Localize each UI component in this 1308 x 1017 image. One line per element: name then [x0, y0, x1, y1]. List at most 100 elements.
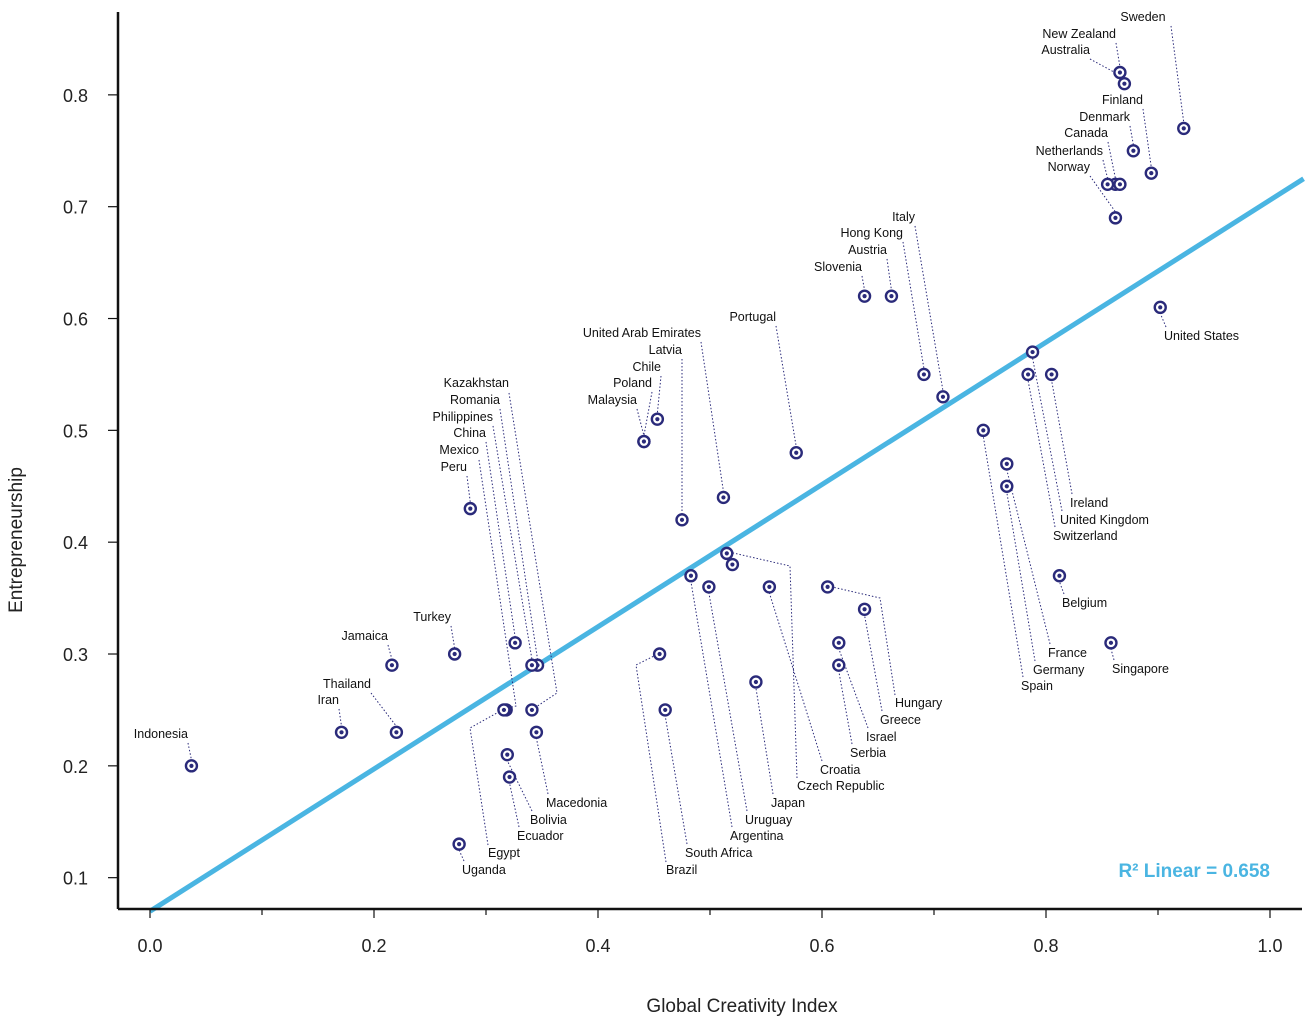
data-point: [389, 725, 404, 739]
country-label: Germany: [1033, 663, 1085, 677]
leader-line: [1129, 125, 1134, 145]
country-label: Japan: [771, 796, 805, 810]
leader-line: [728, 551, 798, 779]
data-point: [525, 703, 539, 717]
data-point: [1113, 65, 1127, 80]
data-point: [716, 490, 731, 505]
data-point-dot: [529, 663, 535, 668]
leader-line: [864, 615, 883, 712]
data-point-dot: [389, 663, 395, 668]
x-tick-label: 0.6: [809, 936, 834, 956]
data-point: [652, 647, 667, 661]
data-point: [637, 434, 651, 449]
leader-line: [1027, 380, 1056, 528]
data-point-dot: [1105, 182, 1110, 187]
data-point-dot: [981, 428, 986, 433]
leader-line: [775, 325, 797, 447]
data-point-dot: [507, 774, 512, 780]
data-point: [820, 580, 835, 594]
data-point: [976, 423, 990, 438]
country-label: United Arab Emirates: [583, 326, 701, 340]
data-point-dot: [1030, 349, 1035, 355]
y-tick-label: 0.4: [63, 533, 88, 553]
country-label: Turkey: [413, 610, 451, 624]
data-point-dot: [505, 752, 510, 757]
leader-line: [387, 644, 393, 660]
leader-line: [1107, 141, 1116, 179]
leader-line: [861, 275, 866, 291]
r2-label: R² Linear = 0.658: [1118, 861, 1270, 882]
data-point: [917, 367, 931, 382]
data-point-dot: [655, 417, 660, 422]
country-label: United States: [1164, 329, 1239, 343]
country-label: Finland: [1102, 93, 1143, 107]
country-label: Brazil: [666, 863, 697, 877]
data-point: [500, 747, 514, 762]
leader-line: [1115, 42, 1121, 67]
data-point: [725, 557, 740, 572]
leader-line: [1170, 25, 1185, 123]
data-point-dot: [730, 562, 735, 567]
data-point-dot: [921, 372, 927, 377]
data-point-dot: [1057, 573, 1062, 578]
y-tick-label: 0.7: [63, 198, 88, 218]
data-point-dot: [534, 730, 539, 735]
data-point-dot: [189, 763, 194, 768]
x-axis-title: Global Creativity Index: [646, 996, 838, 1017]
country-label: Hong Kong: [840, 226, 903, 240]
country-label: China: [453, 426, 486, 440]
country-label: Austria: [848, 243, 887, 257]
data-point-dot: [862, 607, 867, 612]
country-label: Hungary: [895, 696, 943, 710]
data-point: [1021, 367, 1035, 382]
country-label: Denmark: [1079, 110, 1130, 124]
leader-line: [508, 392, 558, 710]
data-point-dot: [452, 651, 457, 657]
leader-line: [838, 671, 853, 745]
leader-line: [700, 341, 724, 492]
leader-line: [509, 782, 520, 828]
data-point: [1153, 300, 1167, 315]
data-point-dot: [767, 584, 772, 590]
leader-line: [768, 592, 823, 762]
leader-line: [1102, 159, 1109, 179]
data-point-dot: [513, 640, 518, 645]
data-point: [1044, 367, 1059, 382]
leader-line: [478, 459, 517, 710]
country-label: Ireland: [1070, 496, 1108, 510]
country-label: Singapore: [1112, 662, 1169, 676]
data-point: [463, 501, 478, 516]
leader-line: [499, 408, 539, 660]
country-label: Croatia: [820, 763, 860, 777]
data-point: [508, 636, 522, 650]
country-label: Sweden: [1120, 10, 1165, 24]
data-point: [1104, 636, 1118, 650]
data-point: [1108, 211, 1123, 225]
country-label: Macedonia: [546, 796, 607, 810]
leader-line: [656, 375, 662, 414]
data-point-dot: [663, 707, 668, 713]
data-point: [1052, 569, 1067, 583]
leader-line: [914, 225, 944, 391]
leader-line: [492, 425, 533, 660]
country-label: Netherlands: [1036, 144, 1103, 158]
data-point-dot: [794, 450, 799, 455]
country-label: Norway: [1048, 160, 1091, 174]
country-label: Uganda: [462, 863, 506, 877]
data-point: [857, 602, 872, 616]
leader-line: [902, 241, 925, 369]
data-point: [936, 390, 950, 404]
leader-line: [370, 692, 397, 727]
data-point-dot: [1117, 182, 1123, 187]
leader-line: [1058, 581, 1065, 595]
data-point: [762, 580, 777, 594]
leader-line: [708, 592, 748, 812]
data-point: [832, 636, 846, 650]
data-point-dot: [641, 439, 647, 444]
data-point-dot: [394, 730, 399, 735]
country-label: Italy: [892, 210, 916, 224]
data-point-dot: [706, 584, 711, 590]
country-label: South Africa: [685, 846, 752, 860]
leader-line: [1089, 175, 1116, 213]
leader-line: [1032, 357, 1063, 512]
